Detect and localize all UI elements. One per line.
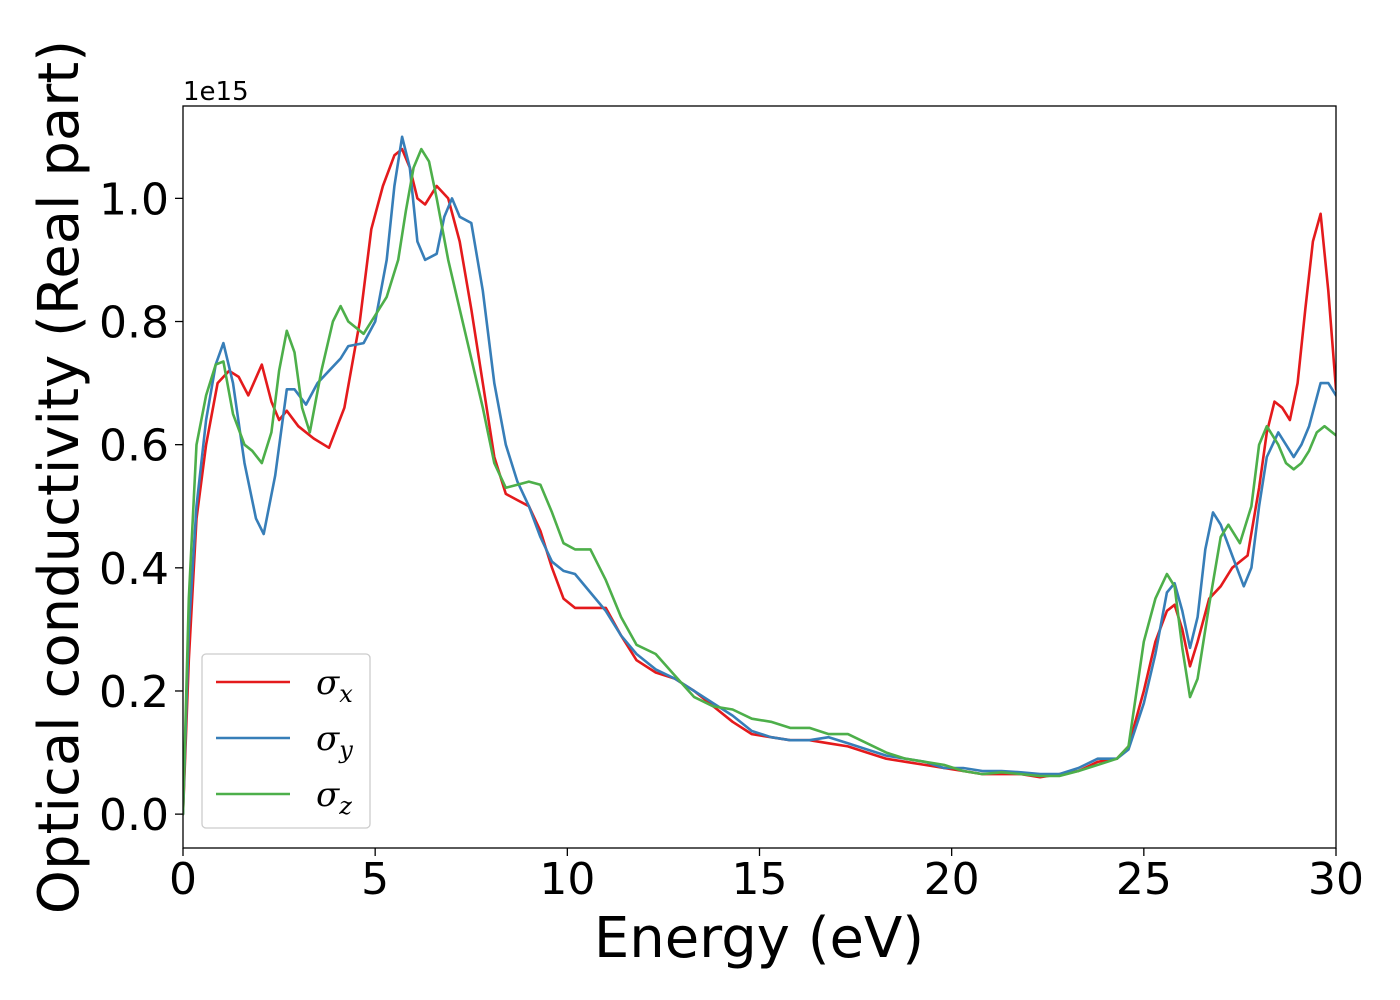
y-tick-label: 0.8 [99,298,169,349]
legend-label-x: σx [316,663,353,708]
x-tick-label: 30 [1308,854,1364,905]
x-tick-label: 10 [539,854,595,905]
legend-box [201,653,371,829]
series-line-z [183,147,1336,816]
series-line-y [183,135,1336,816]
legend-label-y: σy [316,719,353,764]
x-tick-label: 15 [732,854,788,905]
y-tick-label: 0.6 [99,421,169,472]
x-tick-label: 5 [361,854,389,905]
x-axis-label: Energy (eV) [594,906,924,971]
y-axis-label: Optical conductivity (Real part) [27,40,92,914]
x-axis: 0 5 10 15 20 25 30 [169,848,1364,905]
x-tick-label: 20 [924,854,980,905]
y-tick-label: 0.0 [99,790,169,841]
legend: σx σy σz [201,653,371,829]
x-tick-label: 0 [169,854,197,905]
legend-label-z: σz [316,775,352,820]
series-layer [183,135,1336,816]
y-axis: 0.0 0.2 0.4 0.6 0.8 1.0 [99,174,183,841]
y-scale-label: 1e15 [183,77,249,107]
y-tick-label: 0.4 [99,544,169,595]
y-tick-label: 1.0 [99,174,169,225]
x-tick-label: 25 [1116,854,1172,905]
y-tick-label: 0.2 [99,667,169,718]
